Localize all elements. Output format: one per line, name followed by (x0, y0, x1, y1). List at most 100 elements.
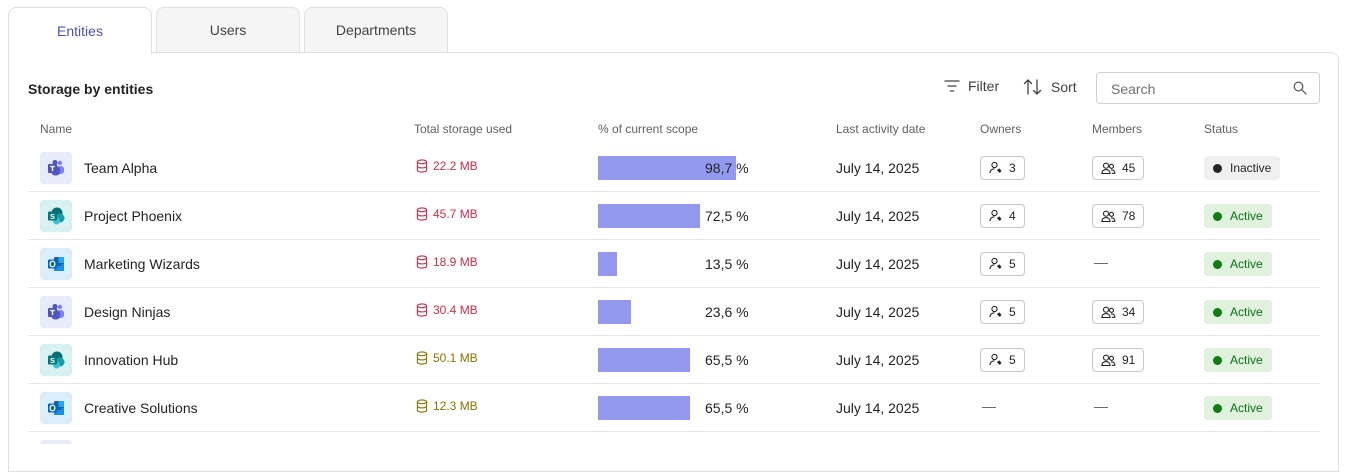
column-header-owners[interactable]: Owners (980, 122, 1022, 136)
status-dot (1213, 163, 1222, 173)
storage-text: 12.3 MB (433, 399, 478, 413)
scope-bar (598, 156, 736, 180)
table-row[interactable]: Team Alpha 22.2 MB 98,7 % July 14, 2025 3 45 I… (28, 144, 1320, 192)
entity-name[interactable]: Innovation Hub (84, 352, 179, 368)
column-header-last-activity[interactable]: Last activity date (836, 122, 926, 136)
tab-entities[interactable]: Entities (8, 7, 152, 54)
storage-text: 18.9 MB (433, 255, 478, 269)
owners-pill[interactable]: 3 (980, 156, 1025, 180)
column-header-scope[interactable]: % of current scope (598, 122, 699, 136)
entity-name[interactable]: Design Ninjas (84, 304, 171, 320)
tab-departments-label: Departments (335, 22, 417, 38)
database-icon (416, 351, 428, 365)
status-text: Active (1230, 305, 1263, 319)
status-dot (1213, 259, 1222, 269)
owner-icon (989, 353, 1002, 366)
entity-name[interactable]: Creative Solutions (84, 400, 198, 416)
sharepoint-icon: S (40, 344, 72, 376)
entity-name[interactable]: Team Alpha (84, 160, 158, 176)
owner-icon (989, 305, 1002, 318)
database-icon (416, 207, 428, 221)
status-dot (1213, 307, 1222, 317)
storage-value: 18.9 MB (416, 255, 478, 269)
scope-bar (598, 396, 690, 420)
table-row[interactable]: S Project Phoenix 45.7 MB 72,5 % July 14, 20… (28, 192, 1320, 240)
tab-users-label: Users (209, 22, 247, 38)
owner-icon (989, 161, 1002, 174)
tab-users[interactable]: Users (156, 7, 300, 52)
last-activity-date: July 14, 2025 (836, 352, 920, 368)
status-badge: Active (1204, 348, 1272, 372)
column-header-storage[interactable]: Total storage used (414, 122, 513, 136)
entity-name[interactable]: Marketing Wizards (84, 256, 200, 272)
filter-icon (944, 80, 960, 92)
column-header-members[interactable]: Members (1092, 122, 1143, 136)
tab-departments[interactable]: Departments (304, 7, 448, 52)
teams-icon (40, 296, 72, 328)
search-icon[interactable] (1293, 81, 1307, 95)
owners-pill[interactable]: 5 (980, 252, 1025, 276)
scope-percent: 72,5 % (705, 208, 749, 224)
last-activity-date: July 14, 2025 (836, 160, 920, 176)
owners-count: 4 (1009, 209, 1016, 223)
table-row[interactable]: Design Ninjas 30.4 MB 23,6 % July 14, 2025 5… (28, 288, 1320, 336)
members-count: 45 (1122, 161, 1136, 175)
section-title: Storage by entities (28, 81, 154, 97)
column-header-name[interactable]: Name (40, 122, 73, 136)
storage-value: 12.3 MB (416, 399, 478, 413)
owners-pill[interactable]: 4 (980, 204, 1025, 228)
sharepoint-icon: S (40, 200, 72, 232)
last-activity-date: July 14, 2025 (836, 208, 920, 224)
members-pill[interactable]: 91 (1092, 348, 1145, 372)
last-activity-date: July 14, 2025 (836, 400, 920, 416)
status-dot (1213, 403, 1222, 413)
members-pill[interactable]: 34 (1092, 300, 1145, 324)
filter-button[interactable]: Filter (944, 78, 999, 94)
tab-entities-label: Entities (57, 23, 103, 39)
scope-bar (598, 252, 617, 276)
owner-icon (989, 209, 1002, 222)
status-badge: Active (1204, 252, 1272, 276)
status-text: Inactive (1230, 161, 1272, 175)
database-icon (416, 303, 428, 317)
owner-icon (989, 257, 1002, 270)
owners-pill[interactable]: 5 (980, 348, 1025, 372)
owners-count: 5 (1009, 305, 1016, 319)
members-pill[interactable]: 78 (1092, 204, 1145, 228)
search-input[interactable] (1109, 80, 1283, 98)
owners-pill[interactable]: 5 (980, 300, 1025, 324)
storage-value: 30.4 MB (416, 303, 478, 317)
members-icon (1101, 210, 1116, 222)
members-empty: — (1094, 398, 1108, 414)
svg-text:S: S (50, 356, 55, 365)
status-badge: Active (1204, 300, 1272, 324)
column-header-status[interactable]: Status (1204, 122, 1239, 136)
status-dot (1213, 211, 1222, 221)
scope-bar (598, 204, 700, 228)
storage-value: 22.2 MB (416, 159, 478, 173)
teams-icon (40, 152, 72, 184)
status-text: Active (1230, 401, 1263, 415)
scope-percent: 65,5 % (705, 400, 749, 416)
search-box (1096, 72, 1320, 104)
members-count: 34 (1122, 305, 1136, 319)
svg-text:S: S (50, 212, 55, 221)
sort-button[interactable]: Sort (1023, 78, 1077, 96)
table-row[interactable]: S Innovation Hub 50.1 MB 65,5 % July 14, 202… (28, 336, 1320, 384)
scope-percent: 23,6 % (705, 304, 749, 320)
scope-percent: 65,5 % (705, 352, 749, 368)
status-badge: Active (1204, 204, 1272, 228)
members-count: 78 (1122, 209, 1136, 223)
members-pill[interactable]: 45 (1092, 156, 1145, 180)
status-text: Active (1230, 209, 1263, 223)
sort-label: Sort (1051, 79, 1077, 95)
owners-empty: — (982, 398, 996, 414)
members-icon (1101, 162, 1116, 174)
entity-name[interactable]: Project Phoenix (84, 208, 183, 224)
table-row[interactable]: Marketing Wizards 18.9 MB 13,5 % July 14, 2… (28, 240, 1320, 288)
members-empty: — (1094, 254, 1108, 270)
scope-bar (598, 348, 690, 372)
owners-count: 5 (1009, 353, 1016, 367)
status-badge: Active (1204, 396, 1272, 420)
table-row[interactable]: Creative Solutions 12.3 MB 65,5 % July 14, … (28, 384, 1320, 432)
